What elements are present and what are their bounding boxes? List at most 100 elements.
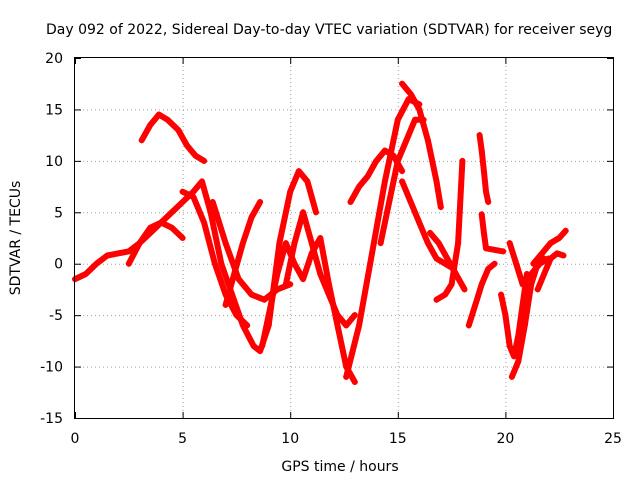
y-tick-label: 5 [54, 205, 63, 221]
data-point [500, 248, 507, 255]
data-point [198, 178, 205, 185]
data-point [541, 271, 548, 277]
data-point [250, 343, 257, 349]
data-point [560, 252, 567, 259]
x-tick-label: 0 [71, 431, 80, 447]
data-point [334, 322, 341, 329]
data-point [158, 219, 165, 226]
series-track-5 [209, 199, 294, 303]
data-point [399, 80, 406, 87]
data-point [201, 219, 208, 226]
series-layer [72, 80, 569, 385]
series-line [125, 219, 186, 267]
series-line [259, 235, 358, 385]
data-point [257, 348, 264, 355]
data-point [304, 178, 311, 185]
y-tick-label: -10 [40, 360, 63, 376]
chart-title: Day 092 of 2022, Sidereal Day-to-day VTE… [46, 22, 612, 38]
data-point [168, 209, 175, 216]
data-point [125, 248, 132, 255]
data-point [478, 147, 485, 154]
series-track-15 [433, 157, 466, 303]
data-point [399, 178, 406, 185]
data-point [513, 260, 520, 267]
series-track-23 [530, 227, 569, 267]
data-point [222, 240, 229, 247]
x-tick-label: 20 [496, 431, 514, 447]
data-point [317, 271, 324, 277]
data-point [480, 168, 487, 175]
data-point [508, 373, 515, 380]
data-point [444, 255, 451, 262]
data-point [343, 373, 350, 380]
data-point [248, 291, 255, 298]
data-point [295, 168, 302, 175]
data-point [433, 296, 440, 303]
data-point [104, 252, 111, 259]
data-point [485, 199, 492, 205]
data-point [244, 322, 251, 329]
data-point [381, 178, 388, 185]
data-point [377, 240, 384, 247]
data-point [472, 301, 479, 308]
data-point [459, 157, 466, 164]
data-point [147, 121, 154, 128]
data-point [412, 116, 419, 123]
series-track-8 [282, 209, 358, 329]
data-point [530, 260, 537, 267]
data-point [554, 250, 561, 257]
y-axis-title: SDTVAR / TECUs [8, 181, 24, 296]
data-point [282, 240, 289, 247]
data-point [547, 255, 554, 262]
data-point [192, 152, 199, 159]
data-point [183, 142, 190, 149]
data-point [300, 209, 307, 216]
series-track-11 [399, 80, 444, 211]
data-point [282, 281, 289, 288]
series-line [399, 80, 444, 211]
data-point [115, 250, 122, 257]
data-point [334, 312, 341, 319]
data-point [351, 312, 358, 319]
x-tick-label: 5 [178, 431, 187, 447]
data-point [394, 116, 401, 123]
data-point [381, 147, 388, 154]
data-point [437, 204, 444, 211]
data-point [265, 312, 272, 319]
data-point [155, 111, 162, 118]
data-point [390, 152, 397, 159]
data-point [538, 250, 545, 257]
data-point [433, 178, 440, 185]
data-point [347, 199, 354, 205]
data-point [168, 224, 175, 231]
data-point [427, 229, 434, 236]
plot-frame [74, 57, 614, 419]
series-track-18 [478, 211, 507, 255]
data-point [394, 157, 401, 164]
data-point [407, 91, 414, 97]
data-point [201, 157, 208, 164]
data-point [386, 199, 393, 205]
data-point [343, 322, 350, 329]
data-point [287, 188, 294, 195]
series-track-3 [125, 219, 186, 267]
x-axis: 0 5 10 15 20 25 [71, 58, 622, 447]
data-point [261, 296, 268, 303]
data-point [313, 209, 320, 216]
series-track-10 [347, 147, 406, 205]
data-point [424, 137, 431, 144]
series-line [506, 240, 552, 288]
data-point [82, 271, 89, 277]
data-point [179, 188, 186, 195]
series-line [138, 111, 208, 164]
data-point [351, 379, 358, 385]
data-point [515, 358, 522, 365]
data-point [364, 173, 371, 180]
data-point [478, 281, 485, 288]
data-point [209, 199, 216, 205]
data-point [207, 209, 214, 216]
x-tick-label: 25 [604, 431, 622, 447]
data-point [211, 260, 218, 267]
data-point [300, 276, 307, 283]
data-point [179, 235, 186, 241]
